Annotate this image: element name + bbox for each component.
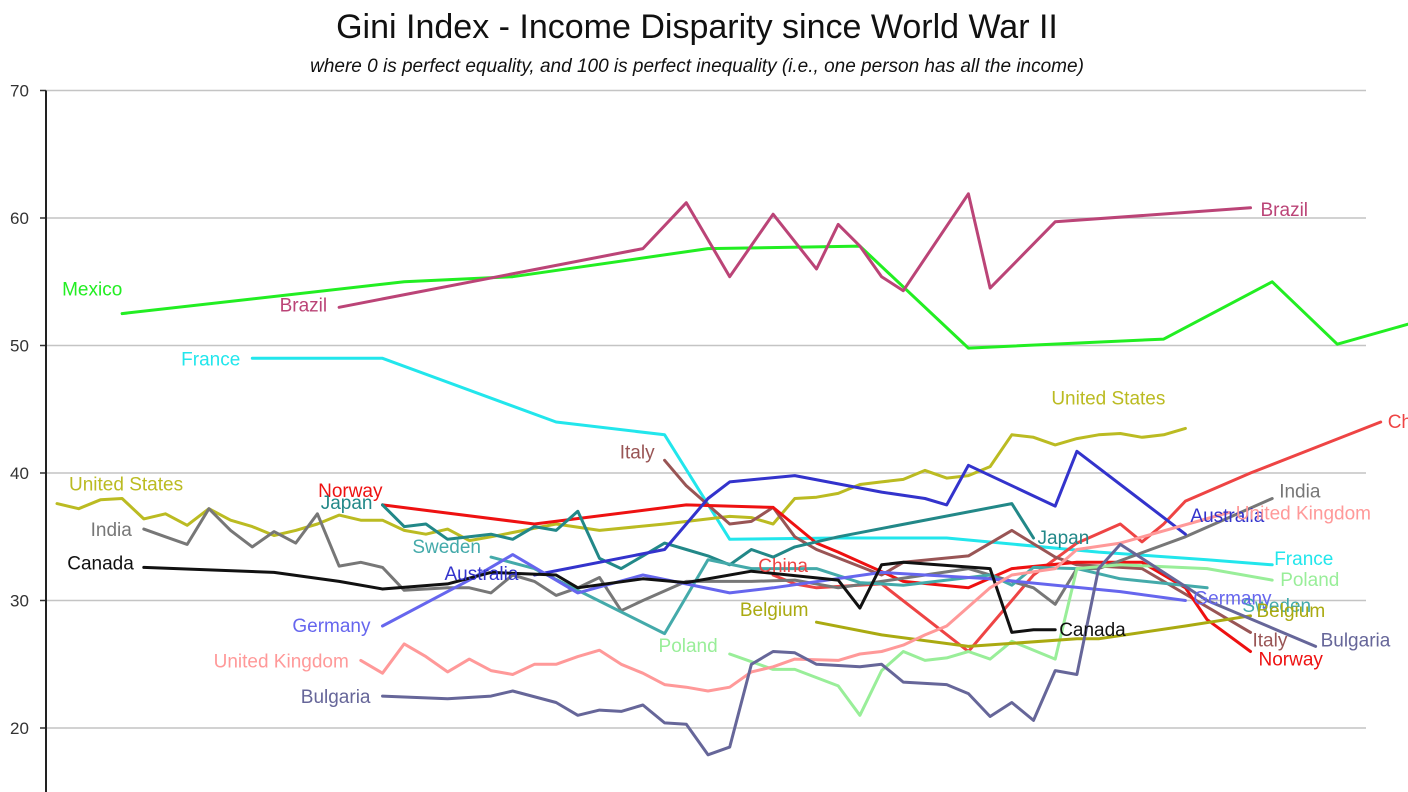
series-labels: MexicoMexicoBrazilBrazilFranceFranceUnit… [62,200,1408,708]
series-label-canada-start: Canada [67,553,134,574]
series-line-mexico [120,244,1408,350]
series-label-india-end: India [1279,482,1321,503]
series-label-australia-end: Australia [1190,506,1264,527]
gridlines [46,89,1366,729]
series-label-united-kingdom-end: United Kingdom [1236,504,1371,525]
series-label-japan-end: Japan [1038,528,1090,549]
series-label-australia-start: Australia [444,564,518,585]
series-line-australia [532,449,1187,577]
series-line-bulgaria [381,542,1318,757]
series-line-belgium [815,614,1252,648]
series-label-bulgaria-start: Bulgaria [301,687,371,708]
series-label-italy-end: Italy [1253,630,1288,651]
y-tick-label-60: 60 [10,209,29,228]
series-label-canada-end: Canada [1059,620,1126,641]
chart-title: Gini Index - Income Disparity since Worl… [336,8,1058,46]
y-tick-label-50: 50 [10,337,29,356]
series-line-canada [142,560,1057,634]
chart-subtitle: where 0 is perfect equality, and 100 is … [310,56,1084,77]
series-label-germany-start: Germany [292,616,371,637]
series-line-poland [728,563,1274,717]
series-line-japan [381,502,1035,571]
series-label-brazil-start: Brazil [280,295,328,316]
series-label-mexico-start: Mexico [62,280,122,301]
series-label-italy-start: Italy [620,442,655,463]
series-line-united-kingdom [359,511,1231,693]
series-label-france-end: France [1274,549,1333,570]
series-label-belgium-start: Belgium [740,600,809,621]
series-label-brazil-end: Brazil [1261,200,1309,221]
series-label-united-states-start: United States [69,475,183,496]
series-label-united-kingdom-start: United Kingdom [214,651,349,672]
y-tick-label-30: 30 [10,592,29,611]
series-label-china-end: China [1388,412,1408,433]
y-tick-label-70: 70 [10,82,29,101]
series-line-united-states [55,426,1187,543]
series-label-france-start: France [181,349,240,370]
y-axis: 20 30 40 50 60 70 [10,82,47,792]
series-label-india-start: India [91,520,133,541]
series-label-poland-end: Poland [1280,570,1339,591]
y-tick-label-40: 40 [10,464,29,483]
series-label-norway-start: Norway [318,481,383,502]
series-label-germany-end: Germany [1193,589,1272,610]
series-label-united-states-end: United States [1051,388,1165,409]
series-lines [55,192,1408,757]
series-label-china-start: China [758,556,808,577]
y-tick-label-20: 20 [10,719,29,738]
series-label-poland-start: Poland [659,636,718,657]
series-label-belgium-end: Belgium [1257,601,1326,622]
series-line-france [250,356,1274,567]
series-label-norway-end: Norway [1259,650,1324,671]
series-label-sweden-end: Sweden [1242,596,1311,617]
series-label-sweden-start: Sweden [412,537,481,558]
series-label-japan-start: Japan [321,493,373,514]
series-line-germany [381,553,1187,628]
series-line-brazil [337,192,1252,309]
series-label-bulgaria-end: Bulgaria [1321,630,1391,651]
series-line-sweden [489,555,1209,636]
